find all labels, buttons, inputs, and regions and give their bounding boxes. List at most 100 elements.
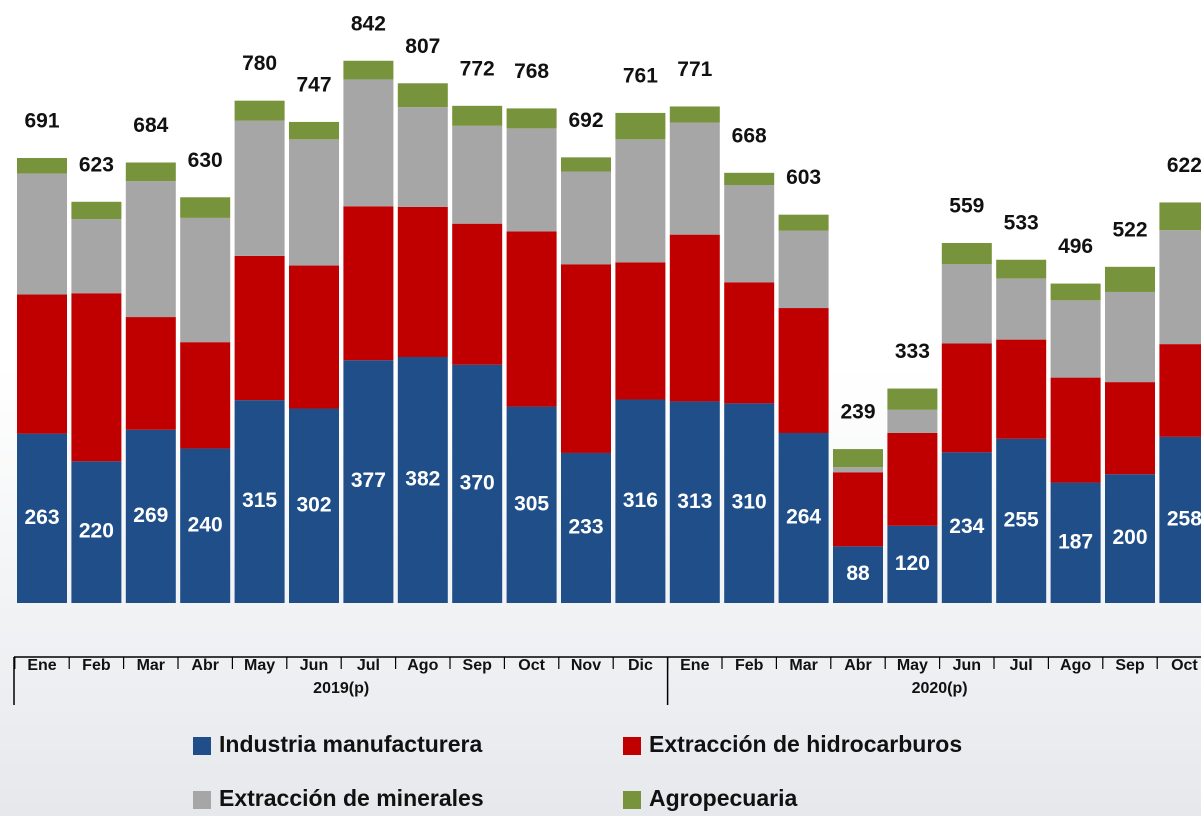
x-tick-label: Sep: [463, 657, 493, 674]
bar-segment: [1050, 482, 1101, 603]
x-tick-label: Jun: [300, 657, 328, 674]
bar-segment: [180, 197, 231, 218]
x-tick-label: Abr: [191, 657, 219, 674]
bar-segment: [397, 356, 448, 603]
data-label: 234: [949, 515, 984, 538]
bar-segment: [1159, 202, 1201, 231]
x-tick-label: May: [897, 657, 928, 674]
data-label: 310: [732, 491, 767, 514]
bar-segment: [397, 206, 448, 357]
total-label: 842: [351, 12, 386, 35]
x-tick-label: Ene: [680, 657, 709, 674]
group-label: 2020(p): [912, 680, 968, 697]
bar-segment: [833, 467, 883, 473]
total-label: 603: [786, 166, 821, 189]
bar-segment: [343, 79, 394, 207]
total-label: 761: [623, 64, 658, 87]
total-label: 333: [895, 340, 930, 363]
bar-segment: [1050, 283, 1101, 301]
data-label: 316: [623, 489, 658, 512]
bar-segment: [343, 60, 394, 80]
bar-segment: [996, 438, 1047, 603]
bar-segment: [180, 342, 231, 449]
x-tick-label: Oct: [1171, 657, 1198, 674]
x-tick-label: Feb: [82, 657, 111, 674]
data-label: 264: [786, 506, 821, 529]
bar-segment: [1159, 344, 1201, 437]
data-label: 240: [188, 513, 223, 536]
bar-segment: [833, 546, 883, 603]
bar-segment: [778, 230, 829, 309]
bar-segment: [615, 139, 666, 263]
bar-segment: [996, 278, 1047, 340]
bar-segment: [778, 432, 829, 603]
bar-segment: [669, 234, 720, 402]
bar-segment: [1105, 266, 1155, 292]
bar-segment: [125, 181, 176, 318]
legend-label: Industria manufacturera: [219, 731, 482, 757]
bar-segment: [343, 360, 394, 603]
bar-segment: [941, 243, 992, 265]
bar-segment: [1105, 291, 1155, 383]
total-label: 533: [1004, 211, 1039, 234]
total-label: 239: [840, 401, 875, 424]
bar-segment: [289, 121, 339, 140]
x-tick-label: Ene: [27, 657, 56, 674]
total-label: 623: [79, 153, 114, 176]
total-label: 630: [188, 149, 223, 172]
total-label: 668: [732, 124, 767, 147]
data-label: 258: [1167, 507, 1201, 530]
total-label: 496: [1058, 235, 1093, 258]
bar-segment: [71, 219, 122, 294]
data-label: 220: [79, 520, 114, 543]
bar-segment: [234, 120, 285, 256]
bar-segment: [724, 282, 775, 404]
bar-segment: [669, 122, 720, 235]
bar-segment: [833, 472, 883, 547]
bar-segment: [1159, 436, 1201, 603]
bar-segment: [234, 100, 285, 121]
x-tick-label: Dic: [628, 657, 653, 674]
bar-segment: [452, 125, 503, 224]
legend-label: Extracción de minerales: [219, 785, 484, 811]
total-label: 747: [296, 73, 331, 96]
bar-segment: [17, 433, 67, 603]
bar-segment: [452, 105, 503, 126]
bar-segment: [1159, 230, 1201, 345]
bar-segment: [17, 157, 67, 174]
bar-segment: [506, 108, 557, 129]
total-label: 692: [568, 109, 603, 132]
x-tick-label: Nov: [571, 657, 601, 674]
legend-label: Extracción de hidrocarburos: [649, 731, 962, 757]
data-label: 255: [1004, 508, 1039, 531]
bar-segment: [887, 388, 938, 410]
bar-segment: [1050, 300, 1101, 378]
total-label: 780: [242, 52, 277, 75]
bar-segment: [452, 223, 503, 365]
bar-segment: [615, 112, 666, 140]
bar-segment: [615, 399, 666, 603]
legend-swatch: [623, 791, 641, 809]
data-label: 313: [677, 490, 712, 513]
legend-swatch: [623, 737, 641, 755]
total-label: 522: [1112, 218, 1147, 241]
bar-segment: [289, 139, 339, 266]
bar-segment: [452, 364, 503, 603]
bar-segment: [71, 201, 122, 220]
data-label: 315: [242, 489, 277, 512]
bar-segment: [561, 264, 611, 453]
data-label: 88: [846, 562, 870, 585]
x-tick-label: Mar: [137, 657, 165, 674]
bar-segment: [887, 432, 938, 526]
bar-segment: [833, 449, 883, 468]
data-label: 305: [514, 492, 549, 515]
bar-segment: [724, 172, 775, 186]
data-label: 233: [568, 516, 603, 539]
total-label: 691: [24, 110, 59, 133]
bar-segment: [234, 400, 285, 603]
x-tick-label: Abr: [844, 657, 872, 674]
group-label: 2019(p): [313, 680, 369, 697]
bar-segment: [397, 83, 448, 108]
x-tick-label: Oct: [518, 657, 545, 674]
